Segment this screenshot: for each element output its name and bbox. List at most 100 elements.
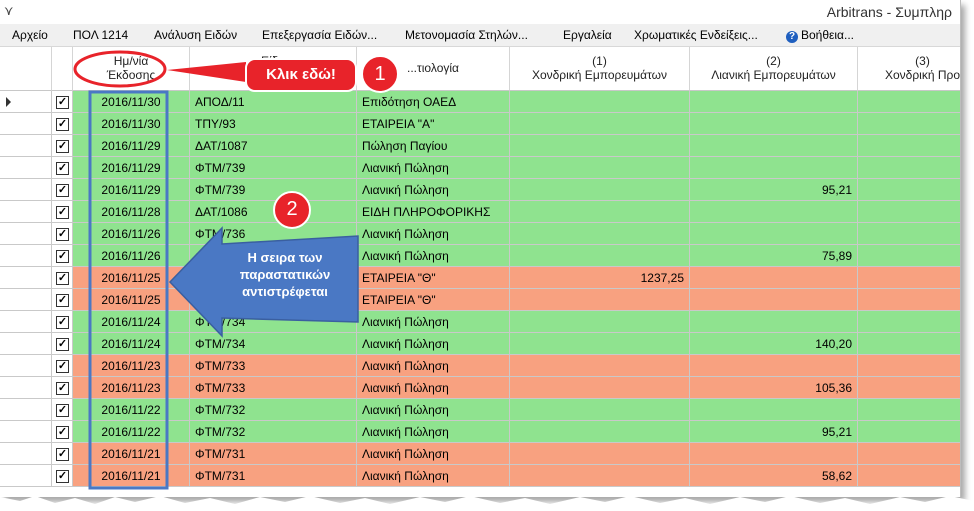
cell-c3 [858, 289, 960, 311]
row-checkbox[interactable]: ✓ [52, 289, 73, 311]
cell-desc: Λιανική Πώληση [357, 377, 510, 399]
row-checkbox[interactable]: ✓ [52, 443, 73, 465]
row-checkbox[interactable]: ✓ [52, 333, 73, 355]
checkbox-checked-icon[interactable]: ✓ [56, 316, 69, 329]
checkbox-checked-icon[interactable]: ✓ [56, 470, 69, 483]
checkbox-checked-icon[interactable]: ✓ [56, 272, 69, 285]
checkbox-checked-icon[interactable]: ✓ [56, 184, 69, 197]
cell-c2: 58,62 [690, 465, 858, 487]
checkbox-checked-icon[interactable]: ✓ [56, 96, 69, 109]
row-selector [0, 113, 52, 135]
checkbox-checked-icon[interactable]: ✓ [56, 382, 69, 395]
table-row[interactable]: ✓ 2016/11/25 ΕΤΑΙΡΕΙΑ "Θ" 1237,25 [0, 267, 960, 289]
cell-c3 [858, 135, 960, 157]
header-retail-goods[interactable]: (2) Λιανική Εμπορευμάτων [690, 47, 858, 91]
cell-c1 [510, 311, 690, 333]
checkbox-checked-icon[interactable]: ✓ [56, 426, 69, 439]
checkbox-checked-icon[interactable]: ✓ [56, 338, 69, 351]
row-checkbox[interactable]: ✓ [52, 465, 73, 487]
table-row[interactable]: ✓ 2016/11/21 ΦΤΜ/731 Λιανική Πώληση [0, 443, 960, 465]
menu-item-edit[interactable]: Επεξεργασία Ειδών... [262, 28, 378, 42]
menu-tools[interactable]: Εργαλεία [563, 28, 612, 42]
cell-date: 2016/11/30 [73, 91, 190, 113]
table-row[interactable]: ✓ 2016/11/23 ΦΤΜ/733 Λιανική Πώληση 105,36 [0, 377, 960, 399]
table-row[interactable]: ✓ 2016/11/30 ΑΠΟΔ/11 Επιδότηση ΟΑΕΔ [0, 91, 960, 113]
table-row[interactable]: ✓ 2016/11/24 ΦΤΜ/734 Λιανική Πώληση [0, 311, 960, 333]
header-wholesale-products[interactable]: (3) Χονδρική Προ [858, 47, 960, 91]
cell-desc: ΕΙΔΗ ΠΛΗΡΟΦΟΡΙΚΗΣ [357, 201, 510, 223]
row-selector [0, 311, 52, 333]
checkbox-checked-icon[interactable]: ✓ [56, 162, 69, 175]
header-c2-number: (2) [766, 54, 781, 68]
checkbox-checked-icon[interactable]: ✓ [56, 250, 69, 263]
checkbox-checked-icon[interactable]: ✓ [56, 360, 69, 373]
click-here-text: Κλικ εδώ! [266, 66, 336, 83]
cell-c1 [510, 113, 690, 135]
table-row[interactable]: ✓ 2016/11/21 ΦΤΜ/731 Λιανική Πώληση 58,62 [0, 465, 960, 487]
checkbox-checked-icon[interactable]: ✓ [56, 404, 69, 417]
menu-file[interactable]: Αρχείο [12, 28, 48, 42]
row-checkbox[interactable]: ✓ [52, 113, 73, 135]
row-selector [0, 355, 52, 377]
table-row[interactable]: ✓ 2016/11/29 ΔΑΤ/1087 Πώληση Παγίου [0, 135, 960, 157]
row-selector [0, 289, 52, 311]
menu-color-indicators[interactable]: Χρωματικές Ενδείξεις... [634, 28, 758, 42]
row-checkbox[interactable]: ✓ [52, 311, 73, 333]
cell-c3 [858, 421, 960, 443]
row-checkbox[interactable]: ✓ [52, 245, 73, 267]
cell-c3 [858, 465, 960, 487]
cell-date: 2016/11/24 [73, 333, 190, 355]
table-row[interactable]: ✓ 2016/11/30 ΤΠΥ/93 ΕΤΑΙΡΕΙΑ "Α" [0, 113, 960, 135]
table-row[interactable]: ✓ 2016/11/22 ΦΤΜ/732 Λιανική Πώληση 95,21 [0, 421, 960, 443]
cell-c1: 1237,25 [510, 267, 690, 289]
row-indicator-icon [6, 97, 11, 107]
row-checkbox[interactable]: ✓ [52, 421, 73, 443]
table-row[interactable]: ✓ 2016/11/26 ΦΤΜ/736 Λιανική Πώληση [0, 223, 960, 245]
cell-desc: Λιανική Πώληση [357, 421, 510, 443]
checkbox-checked-icon[interactable]: ✓ [56, 294, 69, 307]
table-row[interactable]: ✓ 2016/11/28 ΔΑΤ/1086 ΕΙΔΗ ΠΛΗΡΟΦΟΡΙΚΗΣ [0, 201, 960, 223]
cell-doc: ΦΤΜ/731 [190, 465, 357, 487]
cell-c2: 140,20 [690, 333, 858, 355]
checkbox-checked-icon[interactable]: ✓ [56, 448, 69, 461]
checkbox-checked-icon[interactable]: ✓ [56, 228, 69, 241]
table-row[interactable]: ✓ 2016/11/25 ΕΤΑΙΡΕΙΑ "Θ" [0, 289, 960, 311]
checkbox-checked-icon[interactable]: ✓ [56, 206, 69, 219]
cell-c2 [690, 267, 858, 289]
row-checkbox[interactable]: ✓ [52, 377, 73, 399]
cell-date: 2016/11/23 [73, 377, 190, 399]
cell-c3 [858, 355, 960, 377]
row-checkbox[interactable]: ✓ [52, 91, 73, 113]
menu-bar: Αρχείο ΠΟΛ 1214 Ανάλυση Ειδών Επεξεργασί… [0, 24, 960, 47]
header-wholesale-goods[interactable]: (1) Χονδρική Εμπορευμάτων [510, 47, 690, 91]
cell-desc: Λιανική Πώληση [357, 465, 510, 487]
table-row[interactable]: ✓ 2016/11/24 ΦΤΜ/734 Λιανική Πώληση 140,20 [0, 333, 960, 355]
header-checkbox[interactable] [52, 47, 73, 91]
cell-c1 [510, 91, 690, 113]
cell-c3 [858, 267, 960, 289]
row-checkbox[interactable]: ✓ [52, 157, 73, 179]
checkbox-checked-icon[interactable]: ✓ [56, 140, 69, 153]
menu-item-analysis[interactable]: Ανάλυση Ειδών [154, 28, 238, 42]
cell-c3 [858, 91, 960, 113]
cell-date: 2016/11/21 [73, 443, 190, 465]
table-row[interactable]: ✓ 2016/11/26 ΦΤΜ/736 Λιανική Πώληση 75,89 [0, 245, 960, 267]
menu-help[interactable]: ? Βοήθεια... [786, 28, 854, 43]
row-checkbox[interactable]: ✓ [52, 179, 73, 201]
menu-pol-1214[interactable]: ΠΟΛ 1214 [73, 28, 129, 42]
table-row[interactable]: ✓ 2016/11/22 ΦΤΜ/732 Λιανική Πώληση [0, 399, 960, 421]
table-row[interactable]: ✓ 2016/11/29 ΦΤΜ/739 Λιανική Πώληση [0, 157, 960, 179]
header-issue-date-line2: Έκδοσης [106, 68, 156, 82]
table-row[interactable]: ✓ 2016/11/23 ΦΤΜ/733 Λιανική Πώληση [0, 355, 960, 377]
row-checkbox[interactable]: ✓ [52, 135, 73, 157]
table-row[interactable]: ✓ 2016/11/29 ΦΤΜ/739 Λιανική Πώληση 95,21 [0, 179, 960, 201]
row-checkbox[interactable]: ✓ [52, 355, 73, 377]
row-checkbox[interactable]: ✓ [52, 399, 73, 421]
row-checkbox[interactable]: ✓ [52, 223, 73, 245]
menu-rename-columns[interactable]: Μετονομασία Στηλών... [405, 28, 528, 42]
row-checkbox[interactable]: ✓ [52, 267, 73, 289]
row-checkbox[interactable]: ✓ [52, 201, 73, 223]
cell-desc: Πώληση Παγίου [357, 135, 510, 157]
checkbox-checked-icon[interactable]: ✓ [56, 118, 69, 131]
header-issue-date[interactable]: Ημ/νία Έκδοσης [73, 47, 190, 91]
